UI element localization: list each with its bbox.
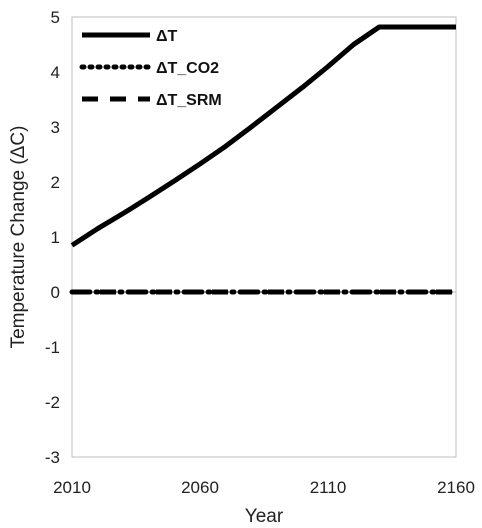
x-axis-title: Year bbox=[245, 506, 284, 527]
y-tick-label: -2 bbox=[45, 393, 60, 412]
y-tick-label: -1 bbox=[45, 338, 60, 357]
plot-frame bbox=[71, 16, 457, 458]
legend: ΔT ΔT_CO2 ΔT_SRM bbox=[79, 28, 222, 109]
y-axis-title: Temperature Change (ΔC) bbox=[8, 126, 29, 349]
legend-label-0: ΔT bbox=[156, 28, 178, 45]
series-line-0 bbox=[70, 24, 456, 248]
x-tick-label: 2060 bbox=[181, 478, 219, 497]
x-tick-label: 2010 bbox=[53, 478, 91, 497]
y-axis-ticks: -3 -2 -1 0 1 2 3 4 5 bbox=[45, 8, 60, 467]
plot-area bbox=[71, 16, 457, 458]
y-tick-label: 2 bbox=[51, 173, 60, 192]
y-tick-label: 3 bbox=[51, 118, 60, 137]
x-tick-label: 2160 bbox=[437, 478, 475, 497]
series-layer bbox=[69, 24, 459, 295]
y-tick-label: 4 bbox=[51, 63, 60, 82]
legend-label-2: ΔT_SRM bbox=[156, 92, 222, 109]
y-tick-label: 0 bbox=[51, 283, 60, 302]
y-tick-label: -3 bbox=[45, 448, 60, 467]
x-axis-ticks: 2010 2060 2110 2160 bbox=[53, 478, 475, 497]
x-tick-label: 2110 bbox=[310, 478, 347, 497]
y-tick-label: 1 bbox=[51, 228, 60, 247]
legend-label-1: ΔT_CO2 bbox=[156, 60, 219, 77]
y-tick-label: 5 bbox=[51, 8, 60, 27]
